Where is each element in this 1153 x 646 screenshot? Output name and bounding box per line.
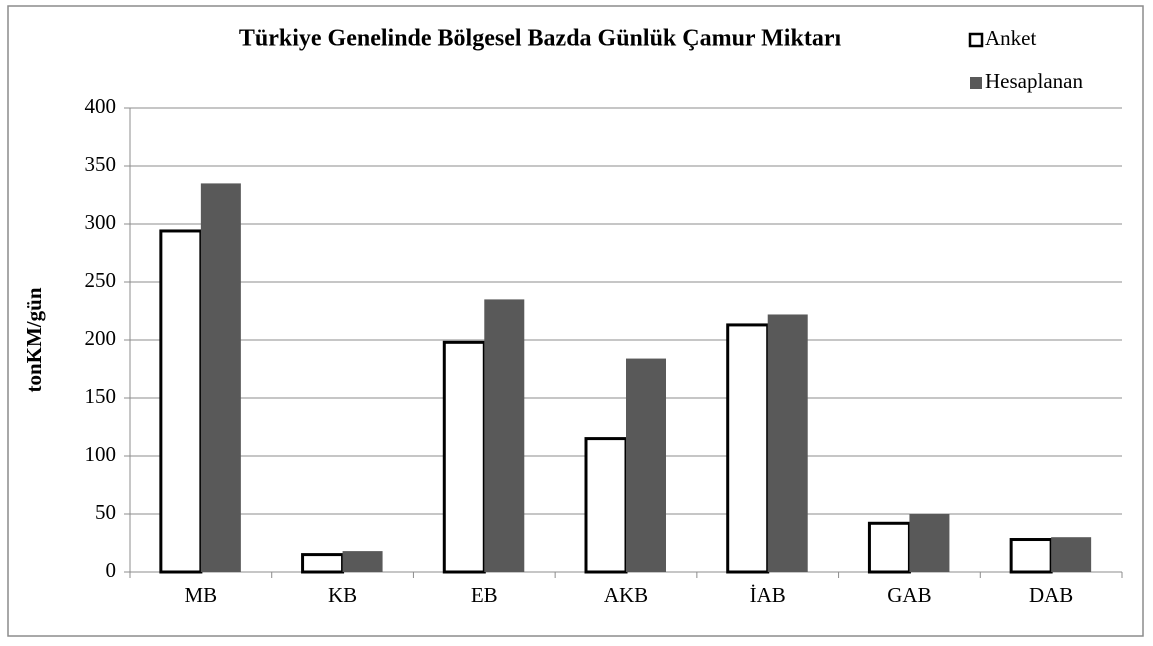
bar xyxy=(442,340,486,574)
legend-swatch xyxy=(968,32,984,48)
x-tick-label: DAB xyxy=(1029,583,1073,607)
bar xyxy=(867,521,911,574)
y-tick-label: 50 xyxy=(95,500,116,524)
y-tick-label: 250 xyxy=(85,268,117,292)
bar xyxy=(1051,537,1092,572)
y-tick-label: 0 xyxy=(106,558,117,582)
y-tick-label: 400 xyxy=(85,94,117,118)
x-tick-label: GAB xyxy=(887,583,931,607)
bar xyxy=(342,551,383,572)
bar xyxy=(301,553,345,574)
x-tick-label: KB xyxy=(328,583,357,607)
legend-swatch xyxy=(970,77,982,89)
y-axis-label: tonKM/gün xyxy=(22,287,46,392)
bar xyxy=(726,323,770,574)
x-tick-label: İAB xyxy=(750,583,786,607)
chart-title: Türkiye Genelinde Bölgesel Bazda Günlük … xyxy=(239,26,842,52)
bar xyxy=(767,314,808,572)
bar xyxy=(909,514,950,572)
y-tick-label: 300 xyxy=(85,210,117,234)
bar xyxy=(626,358,666,572)
y-tick-label: 150 xyxy=(85,384,117,408)
bar xyxy=(1009,538,1053,574)
x-tick-label: MB xyxy=(185,583,218,607)
y-tick-label: 200 xyxy=(85,326,117,350)
x-tick-label: EB xyxy=(471,583,498,607)
legend-label: Hesaplanan xyxy=(985,69,1083,93)
bar xyxy=(200,183,241,572)
bar xyxy=(484,299,525,572)
y-tick-label: 100 xyxy=(85,442,117,466)
bar xyxy=(159,229,203,574)
y-tick-label: 350 xyxy=(85,152,117,176)
x-tick-label: AKB xyxy=(604,583,648,607)
bar xyxy=(584,437,628,574)
legend-label: Anket xyxy=(985,26,1036,50)
